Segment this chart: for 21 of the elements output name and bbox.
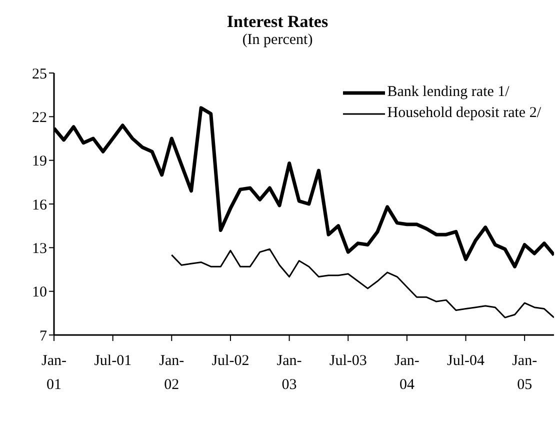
chart-subtitle: (In percent): [241, 32, 314, 49]
x-tick-label: Jan- 04: [394, 353, 420, 393]
y-tick-label: 22: [32, 110, 47, 126]
chart-title: Interest Rates: [226, 12, 330, 32]
y-tick-label: 13: [32, 240, 47, 257]
y-tick-label: 7: [40, 328, 48, 344]
x-tick-label: Jan- 05: [512, 353, 538, 393]
line-series: [170, 248, 554, 318]
y-tick-label: 25: [32, 66, 47, 82]
x-tick-label: Jan- 01: [42, 353, 66, 393]
x-tick-label: Jul-01: [94, 353, 132, 369]
legend-label: Bank lending rate 1/: [387, 83, 510, 102]
y-tick-label: 16: [32, 197, 48, 214]
y-tick-label: 19: [32, 154, 47, 170]
x-tick-label: Jan- 03: [276, 353, 302, 393]
x-tick-label: Jan- 02: [159, 353, 184, 393]
y-tick-label: 10: [32, 284, 47, 301]
legend-label: Household deposit rate 2/: [387, 104, 541, 123]
x-tick-label: Jul-03: [329, 353, 367, 369]
x-tick-label: Jul-02: [212, 353, 250, 369]
x-tick-label: Jul-04: [447, 353, 486, 369]
